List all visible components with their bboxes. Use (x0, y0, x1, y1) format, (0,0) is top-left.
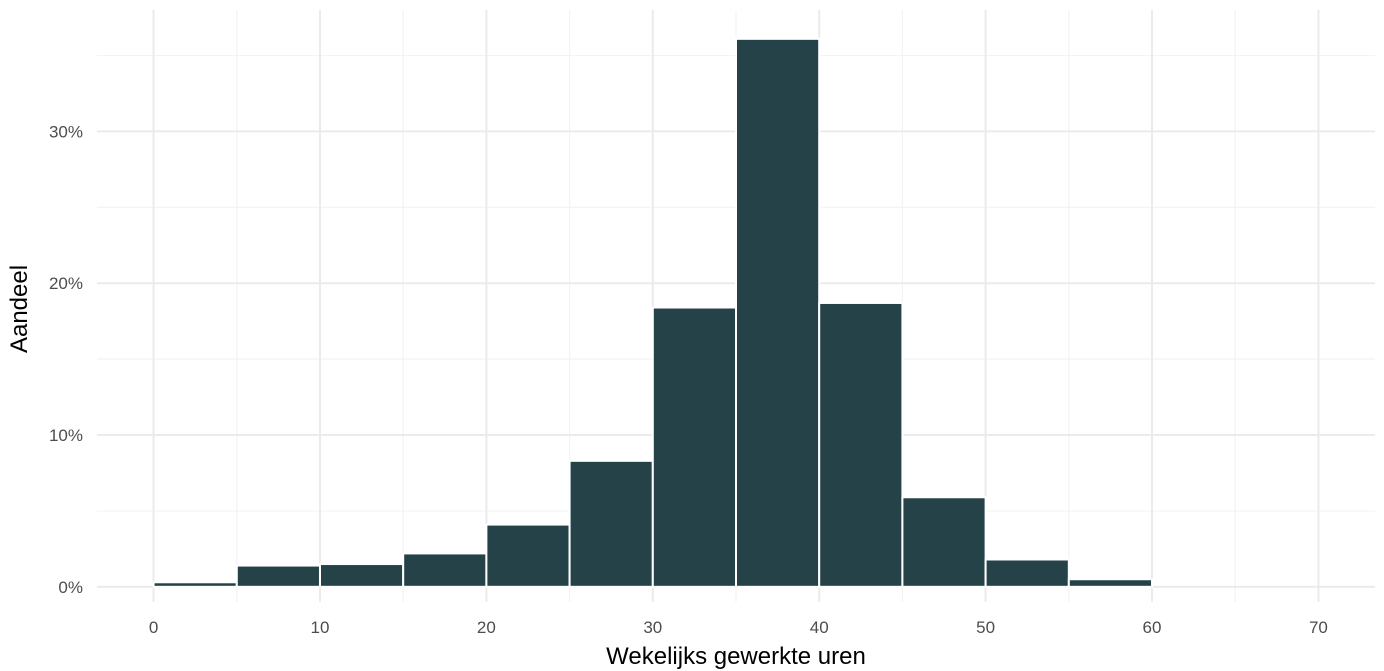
x-tick-label: 30 (643, 618, 662, 637)
x-tick-label: 20 (477, 618, 496, 637)
x-tick-label: 10 (311, 618, 330, 637)
x-tick-label: 50 (976, 618, 995, 637)
histogram-bar (402, 552, 488, 588)
histogram-bar (735, 37, 821, 588)
y-tick-label: 10% (49, 426, 83, 445)
histogram-bar (485, 523, 571, 588)
histogram-bar (152, 581, 238, 588)
x-tick-label: 40 (810, 618, 829, 637)
gridlines (97, 10, 1375, 602)
histogram-bar (318, 563, 405, 588)
y-tick-label: 30% (49, 122, 83, 141)
y-tick-label: 20% (49, 274, 83, 293)
histogram-bar (984, 558, 1070, 588)
bars (152, 37, 1154, 588)
histogram-bar (1067, 578, 1154, 588)
histogram-bar (568, 459, 654, 588)
y-tick-label: 0% (58, 578, 83, 597)
histogram-bar (901, 496, 987, 588)
x-tick-label: 60 (1143, 618, 1162, 637)
x-axis-title: Wekelijks gewerkte uren (606, 643, 866, 670)
histogram-bar (818, 301, 904, 588)
x-tick-label: 70 (1309, 618, 1328, 637)
y-axis-title: Aandeel (6, 265, 33, 353)
x-axis-ticks: 0 10 20 30 40 50 60 70 (149, 618, 1328, 637)
histogram-bar (651, 306, 737, 588)
y-axis-ticks: 0% 10% 20% 30% (49, 122, 83, 596)
x-tick-label: 0 (149, 618, 158, 637)
histogram-bar (235, 564, 321, 588)
